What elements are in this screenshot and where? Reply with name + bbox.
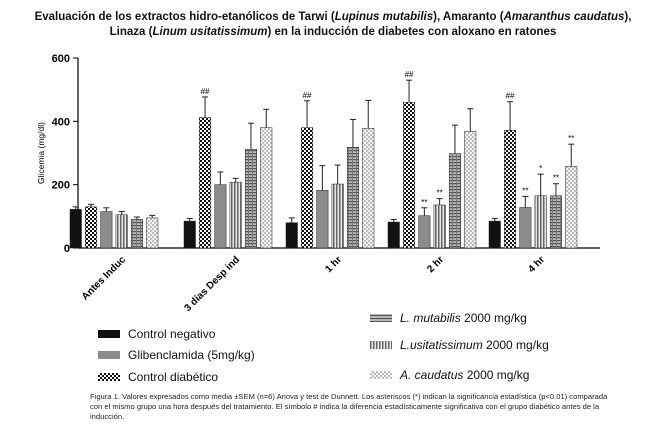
bar-checker [85, 206, 98, 249]
bar-checker [504, 129, 517, 249]
significance-mark: ** [568, 134, 574, 143]
bar-solid-gray [418, 215, 431, 249]
x-tick-label: Antes Induc [80, 254, 129, 303]
bar-light-check [260, 127, 273, 249]
bar-vlines [433, 204, 446, 249]
y-tick-label: 600 [52, 53, 70, 65]
bar-vlines [534, 195, 547, 249]
bar-light-check [362, 128, 375, 249]
x-tick-label: 1 hr [323, 254, 344, 275]
bar-hatch [549, 195, 562, 249]
figure-caption: Figura 1. Valores expresados como media … [90, 392, 608, 421]
bar-checker [301, 127, 314, 249]
significance-mark: ** [553, 174, 559, 183]
x-tick-labels: Antes Induc 3 días Desp ind 1 hr 2 hr 4 hr [80, 254, 547, 314]
bar-solid-black [488, 220, 501, 249]
bar-solid-black [183, 220, 196, 249]
significance-mark: ** [421, 198, 427, 207]
chart-title-line-1: Evaluación de los extractos hidro-etanól… [34, 11, 632, 23]
significance-mark: * [539, 164, 542, 173]
y-axis-label: Glicemia (mg/dl) [36, 122, 46, 184]
y-tick-label: 0 [64, 243, 70, 255]
x-tick-label: 2 hr [425, 254, 446, 275]
bar-vlines [115, 214, 128, 249]
significance-mark: ** [522, 186, 528, 195]
significance-mark: ## [405, 70, 414, 79]
bar-light-check [464, 131, 477, 249]
bar-light-check [146, 217, 159, 249]
significance-mark: ## [303, 91, 312, 100]
bar-checker [403, 102, 416, 249]
bar-solid-black [69, 209, 82, 249]
bar-light-check [565, 166, 578, 249]
bar-checker [199, 117, 212, 249]
chart-title: Evaluación de los extractos hidro-etanól… [0, 10, 666, 40]
bar-hatch [346, 147, 359, 249]
chart-title-line-2: Linaza (Linum usitatissimum) en la induc… [109, 26, 557, 38]
bar-vlines [331, 183, 344, 249]
bar-hatch [130, 219, 143, 249]
y-tick-label: 400 [52, 116, 70, 128]
x-tick-label: 4 hr [526, 254, 547, 275]
bar-solid-black [387, 221, 400, 249]
bar-hatch [448, 153, 461, 249]
significance-mark: ** [437, 189, 443, 198]
bar-solid-gray [519, 207, 532, 249]
x-tick-label: 3 días Desp ind [182, 254, 242, 314]
bar-solid-black [285, 222, 298, 249]
bar-solid-gray [316, 190, 329, 249]
y-tick-label: 200 [52, 180, 70, 192]
bar-solid-gray [214, 184, 227, 249]
bar-solid-gray [100, 211, 113, 249]
bars: ## ####****##******* [69, 70, 578, 249]
bar-vlines [229, 181, 242, 249]
significance-mark: ## [506, 92, 515, 101]
significance-mark: ## [201, 87, 210, 96]
bar-hatch [244, 148, 257, 249]
